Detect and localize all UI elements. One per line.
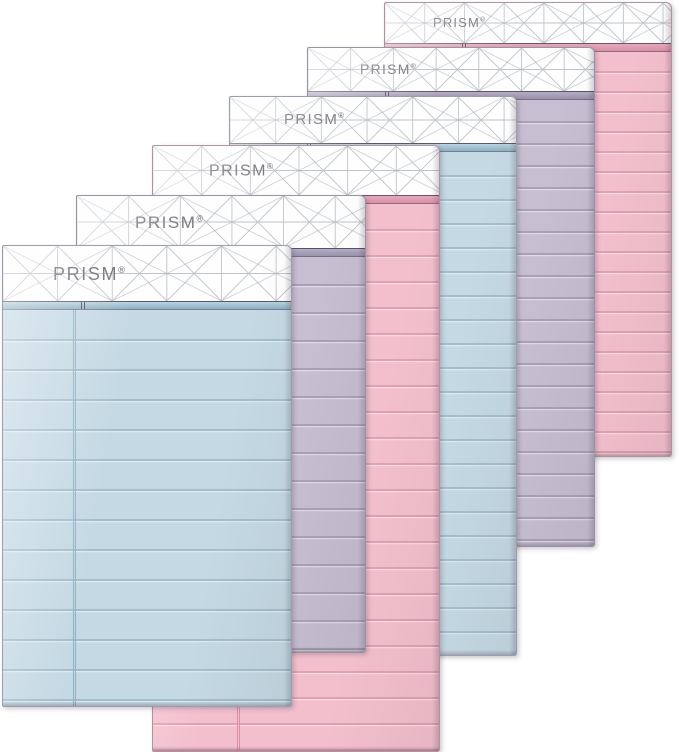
prism-brand-logo: PRISM® bbox=[135, 213, 203, 233]
pad-header: PRISM® bbox=[230, 97, 516, 143]
trademark-symbol: ® bbox=[196, 213, 204, 224]
prism-brand-logo: PRISM® bbox=[209, 161, 273, 180]
trademark-symbol: ® bbox=[266, 161, 273, 171]
writing-pad[interactable]: PRISM® bbox=[2, 245, 292, 707]
pad-header: PRISM® bbox=[77, 196, 365, 248]
pad-header: PRISM® bbox=[308, 48, 594, 91]
brand-text: PRISM bbox=[284, 111, 339, 128]
prism-brand-logo: PRISM® bbox=[433, 15, 485, 30]
ruled-sheet bbox=[3, 310, 291, 706]
trademark-symbol: ® bbox=[480, 16, 486, 24]
trademark-symbol: ® bbox=[338, 111, 345, 120]
trademark-symbol: ® bbox=[118, 265, 125, 275]
brand-text: PRISM bbox=[360, 61, 411, 77]
prism-brand-logo: PRISM® bbox=[284, 111, 344, 128]
pad-header: PRISM® bbox=[3, 246, 291, 301]
pad-body: PRISM® bbox=[2, 245, 292, 707]
brand-text: PRISM bbox=[209, 162, 267, 180]
margin-rule-line bbox=[73, 310, 76, 706]
prism-brand-logo: PRISM® bbox=[53, 264, 125, 285]
brand-text: PRISM bbox=[433, 15, 481, 30]
trademark-symbol: ® bbox=[410, 61, 416, 71]
prism-brand-logo: PRISM® bbox=[360, 61, 416, 77]
brand-text: PRISM bbox=[135, 213, 197, 232]
pad-binding-strip bbox=[3, 301, 291, 310]
brand-text: PRISM bbox=[53, 264, 119, 284]
pad-header: PRISM® bbox=[385, 3, 671, 43]
pad-header: PRISM® bbox=[153, 146, 439, 195]
